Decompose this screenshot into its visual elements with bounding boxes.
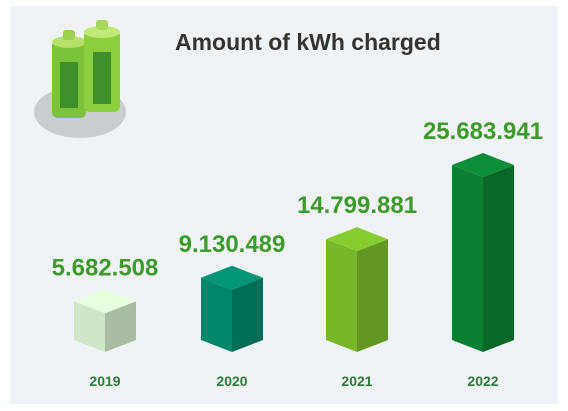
bar-top — [201, 265, 263, 290]
value-label: 5.682.508 — [52, 254, 159, 281]
bar-front — [452, 165, 483, 352]
bar — [452, 153, 514, 352]
bar-side — [232, 277, 263, 352]
bar-front — [326, 239, 357, 352]
bar-top — [74, 289, 136, 314]
x-tick-label: 2020 — [216, 373, 247, 389]
bar — [201, 265, 263, 352]
bar — [74, 289, 136, 352]
bar-front — [74, 301, 105, 352]
battery-icon — [34, 20, 126, 138]
bar-top — [452, 153, 514, 177]
bar-side — [105, 301, 136, 352]
chart-title: Amount of kWh charged — [175, 29, 441, 55]
bar-side — [483, 165, 514, 352]
x-tick-label: 2022 — [467, 373, 498, 389]
bar-top — [326, 227, 388, 252]
value-label: 14.799.881 — [297, 192, 417, 219]
value-label: 25.683.941 — [423, 118, 543, 145]
value-label: 9.130.489 — [179, 231, 286, 258]
x-tick-label: 2021 — [341, 373, 372, 389]
x-tick-label: 2019 — [89, 373, 120, 389]
bar — [326, 227, 388, 352]
bar-front — [201, 277, 232, 352]
bar-side — [357, 239, 388, 352]
